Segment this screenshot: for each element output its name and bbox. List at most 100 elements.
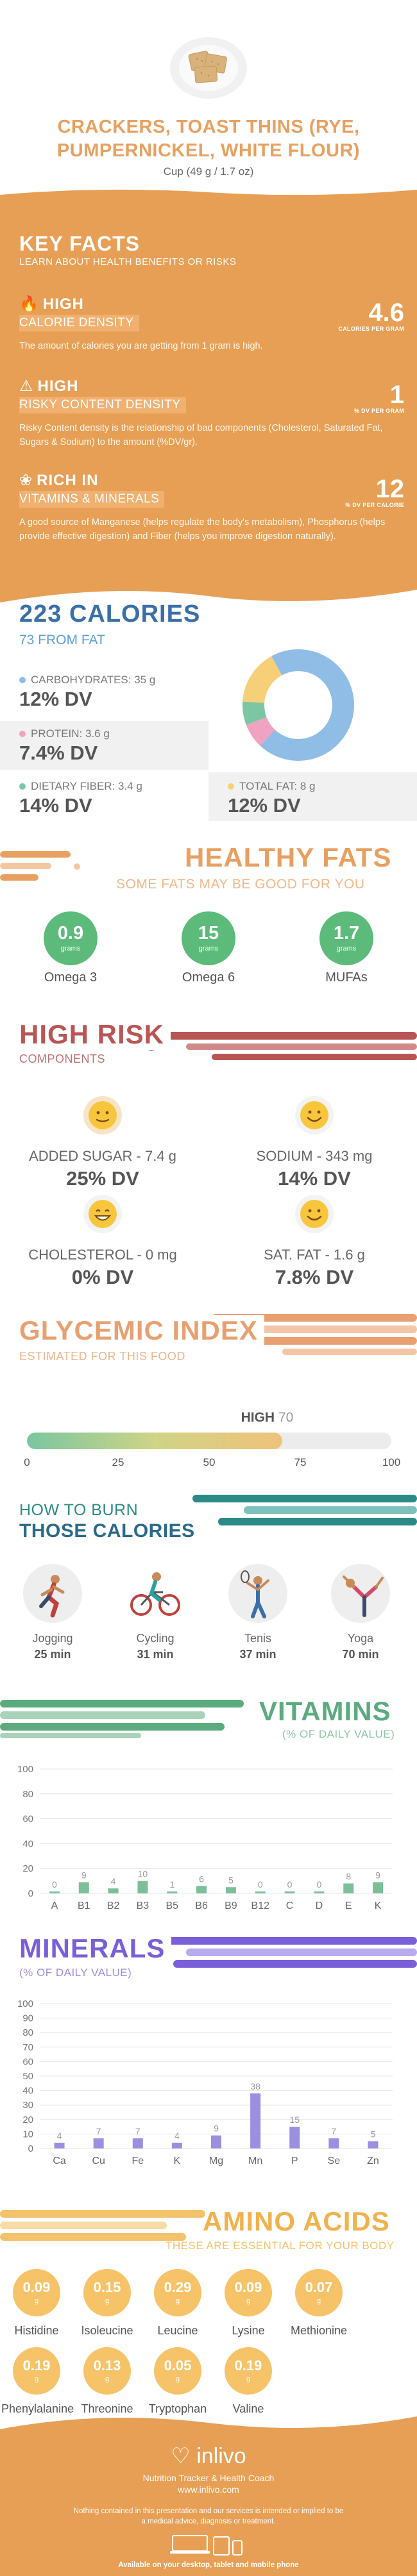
amino-unit: g <box>34 2297 39 2305</box>
amino-name: Threonine <box>81 2402 133 2415</box>
calories-title: 223 CALORIES <box>19 601 201 627</box>
y-tick-label: 100 <box>17 1764 33 1775</box>
amino-name: Lysine <box>232 2324 265 2337</box>
amino-value: 0.07 <box>305 2279 333 2295</box>
amino-name: Phenylalanine <box>1 2402 74 2415</box>
high-risk-title: HIGH RISK <box>19 1019 171 1050</box>
amino-name: Valine <box>232 2402 264 2415</box>
high-risk-section: HIGH RISK COMPONENTS ADDED SUGAR - 7.4 g… <box>0 1013 417 1288</box>
amino-badge: 0.09 g <box>13 2269 60 2316</box>
fat-unit: grams <box>60 945 81 952</box>
footer-background <box>0 2416 417 2576</box>
fire-icon: 🔥 <box>19 295 39 313</box>
healthy-fats-stripes <box>0 851 80 881</box>
bar-b9 <box>225 1887 236 1893</box>
footer-brand: inlivo <box>196 2444 246 2468</box>
fat-unit: grams <box>336 945 357 952</box>
amino-name: Histidine <box>14 2324 59 2337</box>
x-tick-label: Fe <box>132 2156 144 2166</box>
smile-face-icon <box>295 1096 334 1134</box>
fat-name: Omega 3 <box>44 970 98 985</box>
y-tick-label: 60 <box>22 2056 33 2067</box>
key-facts-title: KEY FACTS <box>19 232 140 255</box>
minerals-subtitle: (% OF DAILY VALUE) <box>19 1966 132 1979</box>
glycemic-reading: HIGH 70 <box>241 1410 294 1425</box>
bar-value-label: 4 <box>57 2131 62 2141</box>
vitamins-bar-chart: 0 20 40 60 80 100 0 A 9 B1 4 B2 10 B3 1 B5 6 B6 5 B9 0 B12 0 C 0… <box>17 1764 393 1911</box>
amino-leucine: 0.29 g Leucine <box>142 2269 213 2338</box>
risk-dv: 25% DV <box>66 1167 139 1190</box>
activity-cycling: Cycling 31 min <box>110 1564 200 1661</box>
x-tick-label: Se <box>328 2156 341 2166</box>
bar-value-label: 0 <box>52 1879 57 1890</box>
healthy-fats-section: HEALTHY FATS SOME FATS MAY BE GOOD FOR Y… <box>0 833 417 1019</box>
macro-carbohydrates: CARBOHYDRATES: 35 g 12% DV <box>19 674 212 711</box>
risk-dv: 7.8% DV <box>275 1266 354 1288</box>
bar-se <box>328 2138 339 2148</box>
fat-name: MUFAs <box>325 970 368 985</box>
y-tick-label: 60 <box>22 1814 33 1825</box>
key-fact-description: Risky Content density is the relationshi… <box>19 423 383 447</box>
amino-name: Tryptophan <box>148 2402 207 2415</box>
activity-time: 37 min <box>239 1648 277 1661</box>
amino-value: 0.19 <box>234 2357 262 2373</box>
bar-value-label: 1 <box>169 1879 174 1890</box>
bar-value-label: 5 <box>371 2129 376 2140</box>
bar-value-label: 38 <box>250 2081 260 2091</box>
key-fact-risky-content: ⚠ HIGH RISKY CONTENT DENSITY Risky Conten… <box>19 377 404 449</box>
risk-cholesterol: CHOLESTEROL - 0 mg 0% DV <box>6 1193 199 1289</box>
burn-calories-section: HOW TO BURN THOSE CALORIES Jogging 25 mi… <box>0 1474 417 1692</box>
risk-label: SODIUM - 343 mg <box>256 1148 373 1164</box>
burn-title-line2: THOSE CALORIES <box>19 1520 195 1541</box>
macro-highlight-bg <box>0 721 208 770</box>
key-fact-category: VITAMINS & MINERALS <box>19 491 165 508</box>
y-tick-label: 20 <box>22 1863 33 1874</box>
footer-website[interactable]: www.inlivo.com <box>178 2484 239 2495</box>
header: CRACKERS, TOAST THINS (RYE, PUMPERNICKEL… <box>0 0 417 186</box>
macro-label: TOTAL FAT: 8 g <box>239 780 316 792</box>
serving-size: Cup (49 g / 1.7 oz) <box>163 165 254 178</box>
key-fact-unit: CALORIES PER GRAM <box>338 326 404 332</box>
activity-yoga: Yoga 70 min <box>316 1564 405 1661</box>
amino-name: Isoleucine <box>81 2324 133 2337</box>
x-tick-label: Mg <box>209 2156 223 2166</box>
amino-value: 0.19 <box>22 2357 51 2373</box>
bar-value-label: 7 <box>96 2126 101 2136</box>
calories-section: 223 CALORIES 73 FROM FAT CARBOHYDRATES: … <box>0 599 417 843</box>
bar-b2 <box>108 1888 119 1893</box>
x-tick-label: B6 <box>195 1900 208 1911</box>
footer-logo[interactable]: ♡ inlivo <box>0 2443 417 2469</box>
bar-mn <box>250 2093 261 2148</box>
y-tick-label: 0 <box>28 2143 33 2154</box>
bar-value-label: 0 <box>258 1879 263 1890</box>
macro-donut-chart <box>243 649 354 761</box>
x-tick-label: B2 <box>107 1900 120 1911</box>
bar-b5 <box>167 1891 178 1893</box>
activity-name: Jogging <box>32 1632 73 1645</box>
key-fact-value: 1 <box>389 381 404 409</box>
risk-label: SAT. FAT - 1.6 g <box>264 1247 365 1263</box>
key-facts-subtitle: LEARN ABOUT HEALTH BENEFITS OR RISKS <box>19 256 237 267</box>
glycemic-index-section: GLYCEMIC INDEX ESTIMATED FOR THIS FOOD H… <box>0 1295 417 1474</box>
grin-face-icon <box>83 1195 122 1233</box>
minerals-title: MINERALS <box>19 1933 172 1964</box>
amino-tryptophan: 0.05 g Tryptophan <box>142 2347 213 2416</box>
y-tick-label: 80 <box>22 2027 33 2038</box>
donut-slice-dietary-fiber <box>243 701 267 726</box>
tennis-icon <box>228 1564 287 1623</box>
x-tick-label: B9 <box>225 1900 237 1911</box>
y-tick-label: 80 <box>22 1789 33 1800</box>
bar-value-label: 7 <box>331 2126 336 2136</box>
food-title: CRACKERS, TOAST THINS (RYE, PUMPERNICKEL… <box>56 117 361 161</box>
high-risk-stripes <box>148 1032 417 1060</box>
healthy-fats-title: HEALTHY FATS <box>185 842 392 872</box>
amino-badge: 0.15 g <box>83 2269 131 2316</box>
burn-stripes <box>192 1495 417 1525</box>
y-tick-label: 0 <box>28 1888 33 1899</box>
donut-slice-total-fat <box>243 656 283 704</box>
y-tick-label: 90 <box>22 2013 33 2024</box>
key-fact-level: RICH IN <box>37 471 99 489</box>
glycemic-level: HIGH <box>241 1410 275 1425</box>
heart-logo-icon: ♡ <box>171 2444 191 2468</box>
bar-value-label: 0 <box>287 1879 293 1890</box>
